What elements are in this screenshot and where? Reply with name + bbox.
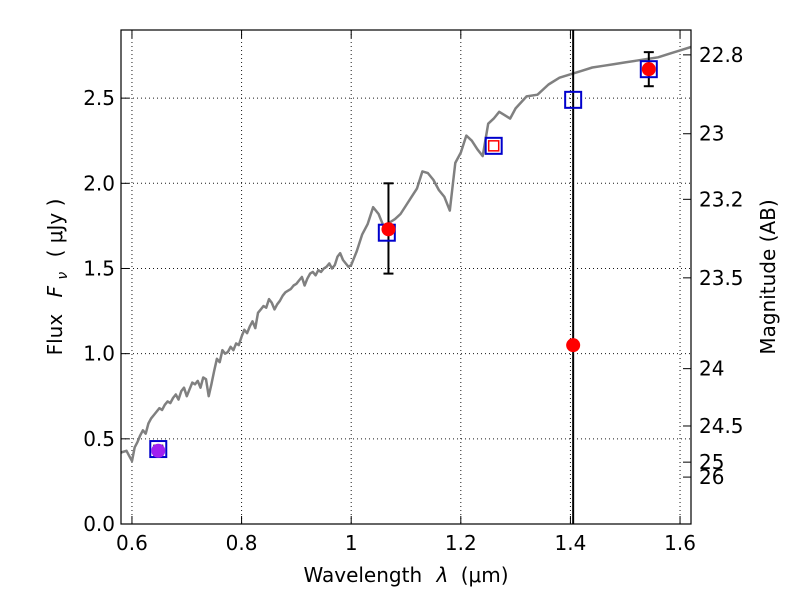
x-tick-label: 1.4 bbox=[555, 531, 587, 555]
measured-flux-markers bbox=[151, 62, 656, 458]
y2-tick-label: 24 bbox=[699, 357, 724, 381]
model-sed-curve bbox=[120, 45, 692, 463]
y-tick-label: 1.0 bbox=[83, 342, 115, 366]
y-tick-label: 2.5 bbox=[83, 86, 115, 110]
plot-frame bbox=[120, 29, 692, 525]
x-axis-label-prefix: Wavelength bbox=[303, 563, 422, 587]
measured-flux-point bbox=[381, 222, 396, 237]
y-tick-label: 0.5 bbox=[83, 427, 115, 451]
model-sed-line bbox=[120, 45, 692, 463]
y2-tick-label: 26 bbox=[699, 465, 724, 489]
x-tick-label: 0.8 bbox=[226, 531, 258, 555]
x-tick-label: 0.6 bbox=[116, 531, 148, 555]
x-axis-symbol: λ bbox=[436, 563, 449, 587]
x-axis-label: Wavelength λ (μm) bbox=[303, 563, 508, 587]
model-flux-square bbox=[639, 60, 658, 79]
y2-axis-label: Magnitude (AB) bbox=[756, 199, 780, 354]
model-flux-square bbox=[484, 136, 503, 155]
y-axis-unit: ( μJy ) bbox=[43, 199, 67, 258]
measured-flux-point bbox=[641, 62, 656, 77]
model-flux-square bbox=[487, 140, 500, 152]
y2-tick-label: 23 bbox=[699, 122, 724, 146]
y2-tick-label: 22.8 bbox=[699, 43, 744, 67]
x-tick-label: 1.6 bbox=[664, 531, 696, 555]
measured-flux-point bbox=[151, 443, 166, 458]
error-bars bbox=[153, 51, 654, 457]
model-flux-markers bbox=[149, 60, 658, 459]
x-tick-label: 1 bbox=[345, 531, 358, 555]
x-axis-unit: (μm) bbox=[461, 563, 509, 587]
model-flux-square bbox=[564, 90, 583, 109]
x-axis-ticks: 0.6 0.8 1 1.2 1.4 1.6 bbox=[116, 30, 696, 555]
y-tick-label: 0.0 bbox=[83, 512, 115, 536]
y2-tick-label: 24.5 bbox=[699, 414, 744, 438]
grid-lines bbox=[121, 30, 691, 524]
y-axis-label-prefix: Flux bbox=[43, 314, 67, 356]
y-tick-label: 1.5 bbox=[83, 256, 115, 280]
y-axis-ticks: 0.0 0.5 1.0 1.5 2.0 2.5 bbox=[83, 86, 129, 536]
y-axis-label: Flux F ν ( μJy ) bbox=[43, 199, 72, 356]
y2-tick-label: 23.2 bbox=[699, 187, 744, 211]
measured-flux-point bbox=[566, 338, 581, 353]
y-axis-subscript: ν bbox=[55, 272, 71, 280]
y2-tick-label: 23.5 bbox=[699, 266, 744, 290]
y2-tick-label: 25 bbox=[699, 450, 724, 474]
x-tick-label: 1.2 bbox=[445, 531, 477, 555]
y-tick-label: 2.0 bbox=[83, 171, 115, 195]
y-axis-symbol: F bbox=[43, 285, 67, 297]
